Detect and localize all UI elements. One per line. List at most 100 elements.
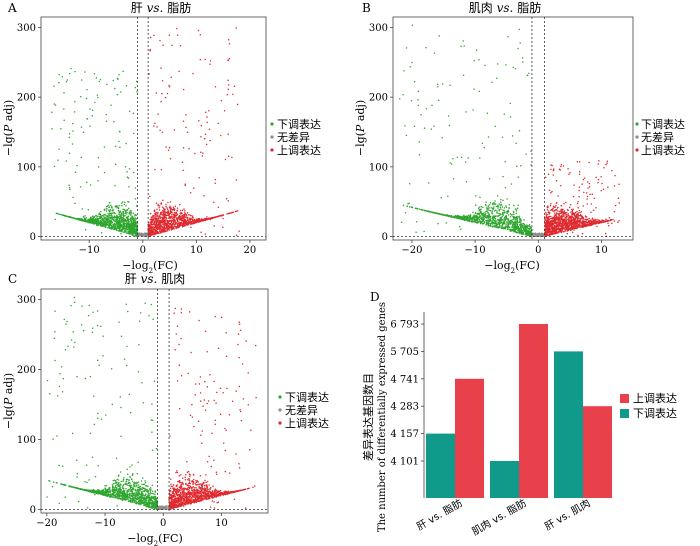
panel-a-point xyxy=(169,217,172,220)
panel-b-point xyxy=(409,66,411,68)
panel-a-point xyxy=(131,233,134,235)
panel-a-point xyxy=(173,228,175,230)
panel-b-point xyxy=(439,213,442,215)
panel-a-point xyxy=(156,126,158,128)
panel-a-point xyxy=(81,219,84,222)
panel-b: B 肌肉 vs. 脂肪 −lg(P adj) −log2(FC) 下调表达 无差… xyxy=(354,0,685,275)
panel-a-point xyxy=(123,203,126,206)
panel-b-point xyxy=(468,220,471,222)
panel-b-point xyxy=(548,211,550,214)
panel-b-point xyxy=(441,213,444,216)
panel-a-title-post: 脂肪 xyxy=(163,0,191,15)
panel-a-point xyxy=(157,204,159,207)
panel-a-point xyxy=(126,216,129,219)
panel-b-point xyxy=(481,142,484,145)
panel-b-point xyxy=(472,218,474,220)
panel-b-point xyxy=(436,83,439,85)
panel-b-point xyxy=(564,216,567,219)
panel-c-letter: C xyxy=(8,272,17,286)
panel-b-point xyxy=(576,218,579,221)
panel-b-point xyxy=(518,129,521,132)
panel-b-point xyxy=(440,196,442,199)
panel-b-point xyxy=(516,224,519,226)
panel-b-point xyxy=(425,46,427,49)
panel-a-point xyxy=(111,216,114,218)
panel-a-point xyxy=(110,214,113,216)
panel-b-point xyxy=(606,220,608,222)
panel-b-point xyxy=(509,116,512,118)
panel-a-point xyxy=(122,212,125,215)
panel-a-point xyxy=(150,230,152,233)
panel-b-point xyxy=(411,206,414,209)
panel-a-point xyxy=(162,223,164,225)
panel-a-point xyxy=(186,212,189,214)
panel-b-point xyxy=(400,221,403,223)
panel-b-point xyxy=(524,232,527,235)
panel-d-letter: D xyxy=(370,290,380,304)
panel-a-point xyxy=(184,184,186,187)
panel-a-point xyxy=(164,221,167,223)
panel-a-point xyxy=(169,223,172,225)
panel-b-point xyxy=(588,217,590,220)
panel-b-point xyxy=(465,111,467,113)
panel-a-point xyxy=(206,116,208,118)
panel-b-point xyxy=(418,153,421,156)
panel-a-point xyxy=(236,103,239,106)
panel-b-point xyxy=(415,231,417,233)
panel-a-point xyxy=(84,229,87,231)
panel-a-point xyxy=(165,203,167,206)
panel-a-point xyxy=(156,228,159,230)
panel-b-point xyxy=(441,83,444,85)
panel-a-point xyxy=(156,221,158,223)
panel-a-point xyxy=(178,222,180,225)
panel-b-point xyxy=(522,223,524,225)
panel-b-point xyxy=(550,231,552,233)
panel-a-point xyxy=(131,229,133,231)
panel-a-point xyxy=(102,219,104,222)
panel-a-point xyxy=(108,219,110,222)
panel-a-point xyxy=(233,85,236,87)
panel-b-point xyxy=(504,160,506,163)
panel-a-point xyxy=(164,230,166,233)
panel-a-point xyxy=(166,207,168,209)
panel-c-legend-none-label: 无差异 xyxy=(285,403,318,417)
panel-a-point xyxy=(105,224,108,226)
panel-b-point xyxy=(452,158,454,160)
panel-a-point xyxy=(103,146,106,148)
panel-b-point xyxy=(491,210,493,213)
panel-a-point xyxy=(161,230,163,233)
panel-b-y-axis-title: −lg(P adj) xyxy=(354,100,367,156)
panel-b-point xyxy=(458,225,461,228)
panel-a-point xyxy=(235,234,238,237)
panel-a-point xyxy=(186,217,188,220)
panel-b-point xyxy=(500,227,503,229)
panel-a-point xyxy=(118,74,120,76)
panel-a-point xyxy=(73,217,76,220)
panel-b-point xyxy=(579,211,581,214)
panel-b-point xyxy=(521,57,524,59)
panel-a-point xyxy=(235,210,238,213)
panel-b-point xyxy=(549,204,552,207)
panel-b-point xyxy=(551,222,554,224)
panel-b-point xyxy=(520,224,523,226)
panel-b-point xyxy=(564,229,566,231)
panel-b-point xyxy=(551,226,553,229)
panel-b-point xyxy=(581,232,584,235)
panel-a-point xyxy=(227,39,230,41)
panel-a-point xyxy=(92,218,95,220)
panel-c-plot-frame xyxy=(40,288,269,514)
panel-b-point xyxy=(487,223,490,225)
panel-b-point xyxy=(470,218,473,220)
panel-a-point xyxy=(94,101,96,104)
panel-a-point xyxy=(160,168,163,171)
panel-a-point xyxy=(114,225,116,227)
panel-b-point xyxy=(578,209,581,212)
panel-a-point xyxy=(87,209,90,211)
panel-b-point xyxy=(488,207,490,209)
panel-a-point xyxy=(124,166,127,168)
panel-a-point xyxy=(131,218,134,221)
panel-a-point xyxy=(166,227,168,230)
panel-a-point xyxy=(105,208,108,210)
panel-b-point xyxy=(573,229,575,231)
panel-a-point xyxy=(114,216,116,219)
